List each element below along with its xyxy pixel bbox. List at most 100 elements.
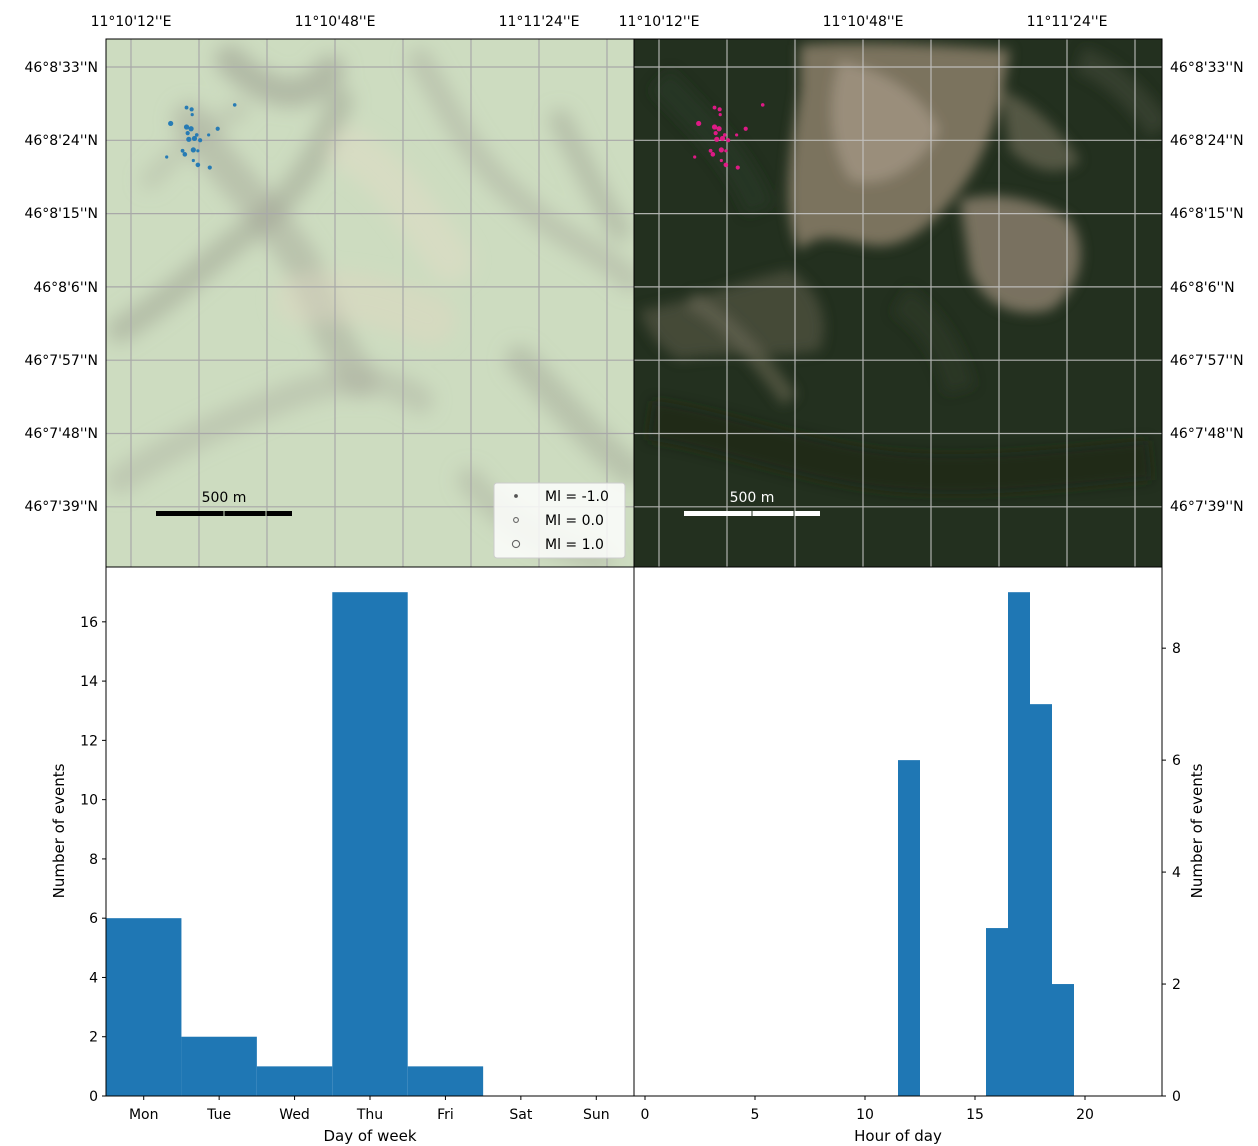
satellite-lat-tick-2: 46°8'24''N xyxy=(1170,133,1244,149)
terrain-lat-tick-6: 46°7'48''N xyxy=(24,426,98,442)
satellite-lon-tick-1: 11°10'12''E xyxy=(619,14,700,30)
terrain-lat-tick-3: 46°8'15''N xyxy=(24,206,98,222)
event-point xyxy=(195,162,201,168)
magnitude-legend: Ml = -1.0 Ml = 0.0 Ml = 1.0 xyxy=(493,482,626,559)
satellite-lat-tick-1: 46°8'33''N xyxy=(1170,60,1244,76)
weekday-y-tick-label: 2 xyxy=(89,1030,98,1046)
event-point xyxy=(743,126,748,131)
terrain-tick-labels: 11°10'12''E 11°10'48''E 11°11'24''E 46°8… xyxy=(24,14,579,515)
weekday-x-axis-label: Day of week xyxy=(323,1127,416,1145)
weekday-x-ticks: Mon Tue Wed Thu Fri Sat Sun xyxy=(129,1096,610,1123)
event-point xyxy=(716,126,722,132)
event-point xyxy=(735,133,739,137)
satellite-imagery xyxy=(640,42,1162,495)
legend-marker-ml-minus1 xyxy=(514,494,518,498)
weekday-histogram: 0 2 4 6 8 10 12 14 16 Mon Tue Wed Thu Fri Sat Sun Day … xyxy=(50,566,635,1145)
satellite-lon-tick-3: 11°11'24''E xyxy=(1027,14,1108,30)
event-point xyxy=(708,148,713,153)
legend-label-ml-0: Ml = 0.0 xyxy=(545,513,604,529)
event-point xyxy=(168,120,174,127)
hour-bar xyxy=(1052,984,1074,1096)
terrain-map xyxy=(106,39,634,567)
weekday-y-tick-label: 6 xyxy=(89,911,98,927)
event-point xyxy=(232,103,237,107)
event-point xyxy=(183,124,190,130)
event-point xyxy=(696,120,702,127)
legend-label-ml-1: Ml = 1.0 xyxy=(545,537,604,553)
weekday-y-tick-label: 12 xyxy=(80,733,98,749)
hour-axes-frame xyxy=(633,566,1163,1097)
weekday-y-ticks: 0 2 4 6 8 10 12 14 16 xyxy=(80,615,106,1105)
event-point xyxy=(184,105,189,110)
event-point xyxy=(722,133,727,137)
terrain-lat-tick-1: 46°8'33''N xyxy=(24,60,98,76)
hour-y-tick-label: 0 xyxy=(1172,1089,1181,1105)
satellite-lat-tick-7: 46°7'39''N xyxy=(1170,499,1244,515)
event-point xyxy=(191,135,198,142)
hour-x-tick-label: 0 xyxy=(641,1107,650,1123)
satellite-lat-tick-6: 46°7'48''N xyxy=(1170,426,1244,442)
weekday-x-tick-label: Sat xyxy=(509,1107,532,1123)
weekday-y-tick-label: 8 xyxy=(89,852,98,868)
hour-y-axis-label: Number of events xyxy=(1188,763,1206,898)
weekday-y-tick-label: 4 xyxy=(89,970,98,986)
event-point xyxy=(693,155,697,159)
event-point xyxy=(191,158,195,163)
satellite-scale-bar: 500 m xyxy=(684,490,820,516)
hour-y-ticks: 0 2 4 6 8 xyxy=(1162,641,1181,1105)
event-point xyxy=(207,133,211,137)
event-point xyxy=(712,105,717,110)
event-point xyxy=(723,162,729,168)
event-point xyxy=(719,135,726,142)
terrain-scale-bar-label: 500 m xyxy=(202,490,247,506)
weekday-bar xyxy=(407,1066,484,1096)
satellite-map xyxy=(634,39,1162,567)
weekday-y-axis-label: Number of events xyxy=(50,763,68,898)
hour-y-tick-label: 6 xyxy=(1172,753,1181,769)
hour-bars xyxy=(898,592,1074,1096)
hour-bar xyxy=(898,760,920,1096)
event-point xyxy=(718,147,724,153)
weekday-x-tick-label: Fri xyxy=(437,1107,454,1123)
satellite-lat-tick-3: 46°8'15''N xyxy=(1170,206,1244,222)
event-point xyxy=(717,107,722,112)
weekday-x-tick-label: Thu xyxy=(356,1107,383,1123)
event-point xyxy=(190,147,196,153)
satellite-lat-tick-5: 46°7'57''N xyxy=(1170,353,1244,369)
event-point xyxy=(714,136,720,142)
event-point xyxy=(713,131,718,136)
event-point xyxy=(711,124,718,130)
satellite-lat-tick-4: 46°8'6''N xyxy=(1170,280,1235,296)
event-point xyxy=(724,149,728,153)
hour-bar xyxy=(986,928,1008,1096)
event-point xyxy=(165,155,169,159)
terrain-lon-tick-2: 11°10'48''E xyxy=(295,14,376,30)
event-point xyxy=(185,131,190,136)
hour-bar xyxy=(1008,592,1030,1096)
hour-x-tick-label: 10 xyxy=(856,1107,874,1123)
legend-label-ml-minus1: Ml = -1.0 xyxy=(545,489,609,505)
hour-x-tick-label: 15 xyxy=(966,1107,984,1123)
satellite-lon-tick-2: 11°10'48''E xyxy=(823,14,904,30)
hour-y-tick-label: 4 xyxy=(1172,865,1181,881)
satellite-tick-labels: 11°10'12''E 11°10'48''E 11°11'24''E 46°8… xyxy=(619,14,1244,515)
terrain-event-points xyxy=(165,103,237,170)
hour-x-ticks: 0 5 10 15 20 xyxy=(641,1096,1094,1123)
satellite-scale-bar-label: 500 m xyxy=(730,490,775,506)
terrain-lat-tick-2: 46°8'24''N xyxy=(24,133,98,149)
event-point xyxy=(182,152,188,157)
weekday-bars xyxy=(106,592,484,1096)
event-point xyxy=(186,136,192,142)
event-point xyxy=(760,103,765,107)
weekday-bar xyxy=(256,1066,333,1096)
event-point xyxy=(719,158,723,163)
hour-y-tick-label: 2 xyxy=(1172,977,1181,993)
event-point xyxy=(215,126,220,131)
terrain-lat-tick-4: 46°8'6''N xyxy=(33,280,98,296)
event-point xyxy=(198,138,203,143)
hour-bar xyxy=(1030,704,1052,1096)
terrain-lon-tick-3: 11°11'24''E xyxy=(499,14,580,30)
legend-marker-ml-1 xyxy=(511,539,521,549)
weekday-y-tick-label: 0 xyxy=(89,1089,98,1105)
